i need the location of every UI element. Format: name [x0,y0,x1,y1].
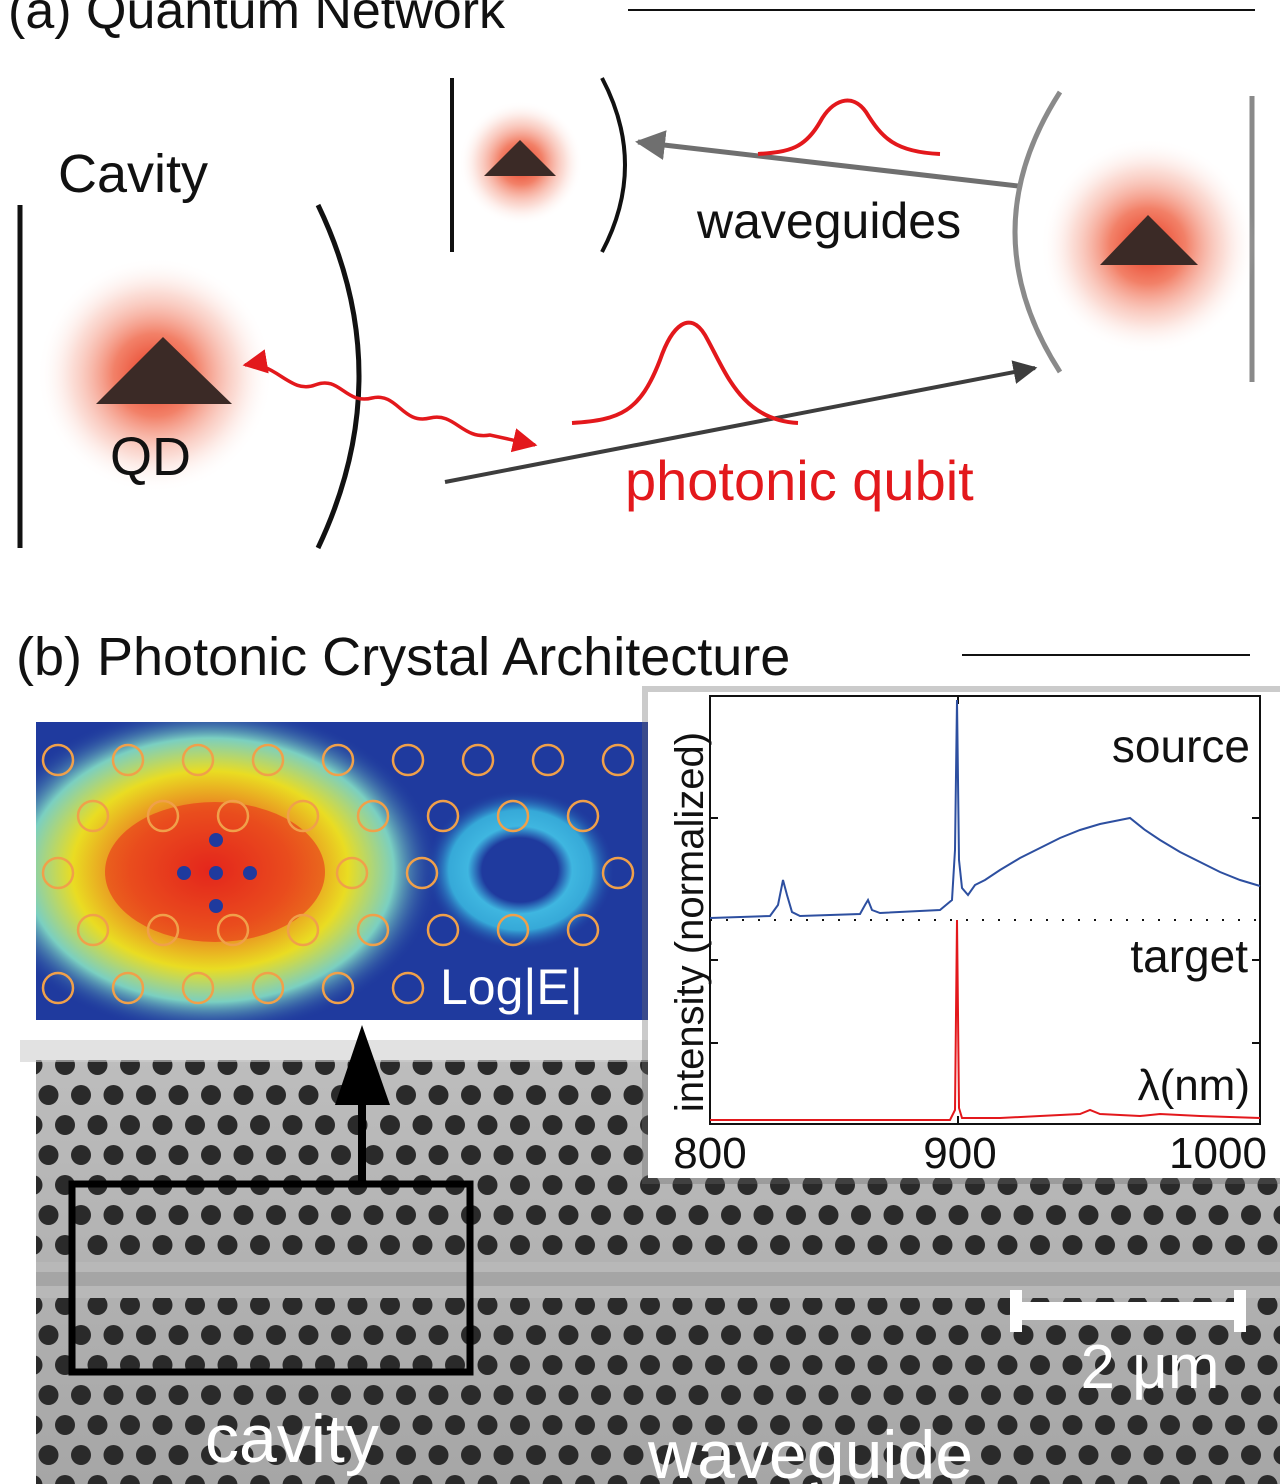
intensity-axis-label: intensity (normalized) [668,732,712,1112]
upper-photon-pulse [757,98,941,156]
top-cavity [450,77,627,253]
field-map-nodes [177,833,257,913]
panel-b-title: (b) Photonic Crystal Architecture [16,627,790,687]
scale-bar-label: 2 μm [1080,1333,1219,1402]
x-tick-label-900: 900 [923,1129,996,1178]
scale-bar [1010,1290,1246,1332]
source-spectrum-line [709,699,1261,919]
sem-waveguide-label: waveguide [647,1417,973,1484]
right-qd-triangle-icon [1100,215,1198,265]
photonic-qubit-label: photonic qubit [625,449,974,512]
cavity-label: Cavity [58,144,208,204]
top-cavity-curved-mirror [600,77,627,253]
target-label: target [1130,930,1248,982]
wavelength-axis-label: λ(nm) [1138,1061,1250,1110]
emission-wavy-arrow [242,349,538,453]
target-spectrum-line [710,919,1261,1121]
field-map-holes [41,743,635,1005]
lower-waveguide-arrow [444,360,1038,484]
left-qd-triangle-icon [96,337,232,404]
qd-label: QD [110,427,191,487]
left-cavity [17,203,362,550]
right-cavity-curved-mirror [1012,90,1063,374]
sem-shadow-top [20,1040,650,1062]
sem-cavity-label: cavity [205,1401,379,1477]
top-qd-triangle-icon [484,140,556,176]
lower-photon-pulse [571,320,799,425]
cavity-selection-box [68,1180,474,1376]
spectrum-axes [709,695,1261,1125]
panel-a-title: (a) Quantum Network [8,0,506,40]
source-label: source [1112,720,1250,772]
x-tick-label-800: 800 [673,1129,746,1178]
field-map [36,722,656,1020]
waveguides-label: waveguides [696,193,961,249]
cavity-zoom-arrowhead [335,1025,390,1105]
upper-waveguide-arrow [635,130,1019,189]
left-cavity-curved-mirror [315,203,362,550]
x-tick-label-1000: 1000 [1169,1129,1267,1178]
spectrum-inset: source target λ(nm) intensity (normalize… [642,686,1280,1184]
field-map-label: Log|E| [440,959,583,1015]
right-cavity [1012,90,1256,382]
